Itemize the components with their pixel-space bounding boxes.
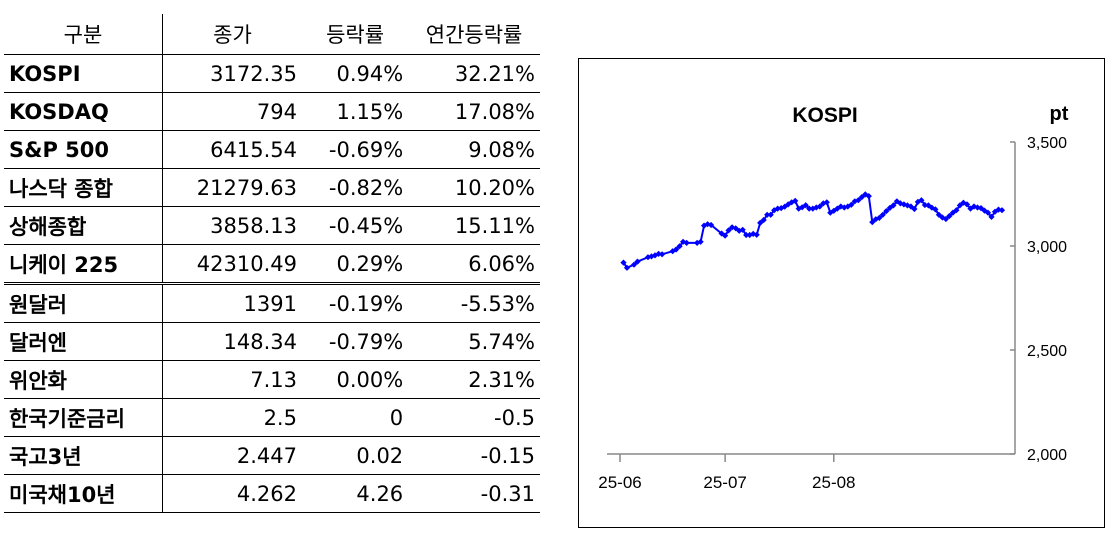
data-point	[672, 246, 680, 253]
row-ytd-value: -0.15	[408, 436, 540, 475]
row-ytd-value: 17.08%	[408, 92, 540, 131]
row-close-value: 1391	[162, 283, 302, 323]
table-row: 위안화 7.13 0.00% 2.31%	[4, 360, 540, 399]
row-change-value: -0.45%	[301, 206, 409, 245]
row-change-value: -0.69%	[301, 130, 409, 169]
table-row: 상해종합 3858.13 -0.45% 15.11%	[4, 206, 540, 245]
row-name: 원달러	[4, 283, 163, 323]
series-line-group	[622, 193, 1003, 270]
row-name: KOSDAQ	[4, 92, 163, 131]
data-point	[865, 192, 872, 200]
kospi-series-line	[622, 193, 1003, 270]
header-close: 종가	[162, 14, 302, 55]
x-tick-label: 25-06	[598, 473, 641, 492]
row-close-value: 2.447	[162, 436, 302, 475]
table-row: 달러엔 148.34 -0.79% 5.74%	[4, 322, 540, 361]
table-row: 한국기준금리 2.5 0 -0.5	[4, 398, 540, 437]
row-change-value: -0.79%	[301, 322, 409, 361]
data-point	[683, 239, 690, 247]
row-name: S&P 500	[4, 130, 163, 169]
row-change-value: 0.00%	[301, 360, 409, 399]
row-ytd-value: 2.31%	[408, 360, 540, 399]
table-row: KOSPI 3172.35 0.94% 32.21%	[4, 54, 540, 93]
row-close-value: 3172.35	[162, 54, 302, 93]
row-ytd-value: 5.74%	[408, 322, 540, 361]
row-ytd-value: 32.21%	[408, 54, 540, 93]
row-change-value: 0.94%	[301, 54, 409, 93]
y-tick-label: 3,500	[1027, 135, 1067, 152]
data-point	[721, 232, 729, 239]
y-axis-unit-label: pt	[1050, 103, 1069, 125]
series-points-group	[620, 191, 1006, 271]
row-name: 나스닥 종합	[4, 168, 163, 207]
row-change-value: 0.29%	[301, 244, 409, 285]
row-close-value: 42310.49	[162, 244, 302, 285]
table-header-row: 구분 종가 등락률 연간등락률	[4, 14, 540, 55]
chart-title: KOSPI	[792, 104, 857, 127]
row-change-value: 0	[301, 398, 409, 437]
header-change: 등락률	[301, 14, 409, 55]
row-ytd-value: 6.06%	[408, 244, 540, 285]
row-name: 니케이 225	[4, 244, 163, 285]
data-point	[697, 238, 704, 245]
table-body: KOSPI 3172.35 0.94% 32.21% KOSDAQ 794 1.15% 17.…	[4, 54, 540, 513]
header-category: 구분	[4, 14, 163, 55]
table-row: 니케이 225 42310.49 0.29% 6.06%	[4, 244, 540, 285]
row-name: 미국채10년	[4, 474, 163, 513]
row-name: 상해종합	[4, 206, 163, 245]
x-tick-label: 25-08	[812, 473, 855, 492]
data-point	[883, 207, 890, 215]
kospi-chart: KOSPI pt 2,000 2,500 3,000 3,500 25-06 25-07 2…	[578, 58, 1105, 528]
row-name: 달러엔	[4, 322, 163, 361]
row-change-value: 0.02	[301, 436, 409, 475]
row-close-value: 4.262	[162, 474, 302, 513]
row-ytd-value: 9.08%	[408, 130, 540, 169]
row-close-value: 7.13	[162, 360, 302, 399]
data-point	[658, 251, 666, 258]
data-point	[869, 218, 876, 226]
row-ytd-value: -5.53%	[408, 283, 540, 323]
table-row: 미국채10년 4.262 4.26 -0.31	[4, 474, 540, 513]
row-name: 국고3년	[4, 436, 163, 475]
row-ytd-value: -0.31	[408, 474, 540, 513]
x-tick-label: 25-07	[703, 473, 746, 492]
table-row: KOSDAQ 794 1.15% 17.08%	[4, 92, 540, 131]
row-ytd-value: -0.5	[408, 398, 540, 437]
data-point	[676, 243, 683, 250]
row-close-value: 148.34	[162, 322, 302, 361]
table-row: 나스닥 종합 21279.63 -0.82% 10.20%	[4, 168, 540, 207]
row-ytd-value: 10.20%	[408, 168, 540, 207]
row-close-value: 21279.63	[162, 168, 302, 207]
row-change-value: 1.15%	[301, 92, 409, 131]
row-ytd-value: 15.11%	[408, 206, 540, 245]
header-ytd-change: 연간등락률	[408, 14, 540, 55]
y-tick-label: 3,000	[1027, 239, 1067, 256]
row-change-value: -0.19%	[301, 283, 409, 323]
table-row: S&P 500 6415.54 -0.69% 9.08%	[4, 130, 540, 169]
row-close-value: 3858.13	[162, 206, 302, 245]
market-summary-table: 구분 종가 등락률 연간등락률 KOSPI 3172.35 0.94% 32.21% K…	[4, 14, 540, 513]
row-change-value: -0.82%	[301, 168, 409, 207]
row-close-value: 2.5	[162, 398, 302, 437]
chart-axes: 2,000 2,500 3,000 3,500 25-06 25-07 25-08	[598, 135, 1067, 492]
row-change-value: 4.26	[301, 474, 409, 513]
table-row: 국고3년 2.447 0.02 -0.15	[4, 436, 540, 475]
row-name: 위안화	[4, 360, 163, 399]
table-row: 원달러 1391 -0.19% -5.53%	[4, 283, 540, 323]
y-tick-label: 2,500	[1027, 343, 1067, 360]
row-close-value: 6415.54	[162, 130, 302, 169]
y-tick-label: 2,000	[1027, 447, 1067, 464]
row-close-value: 794	[162, 92, 302, 131]
row-name: KOSPI	[4, 54, 163, 93]
row-name: 한국기준금리	[4, 398, 163, 437]
